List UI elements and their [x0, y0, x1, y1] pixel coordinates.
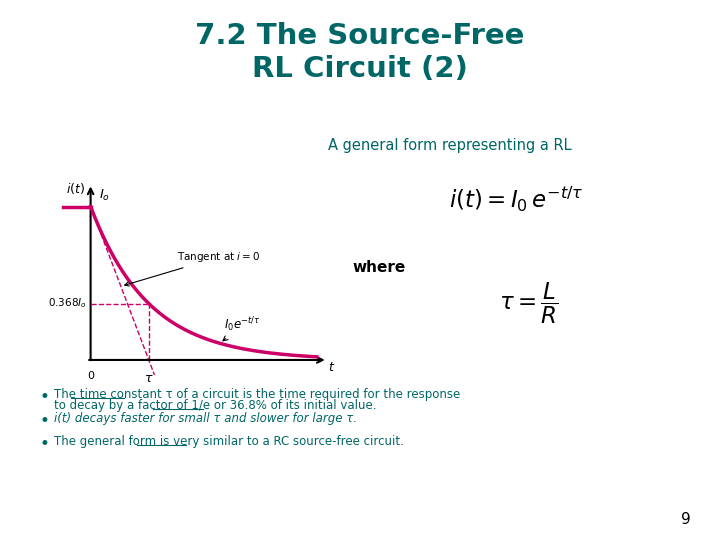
Text: •: •: [40, 388, 50, 406]
Text: •: •: [40, 412, 50, 430]
Text: 0: 0: [87, 370, 94, 381]
Text: $0.368I_o$: $0.368I_o$: [48, 296, 86, 310]
Text: i(t) decays faster for small τ and slower for large τ.: i(t) decays faster for small τ and slowe…: [54, 412, 357, 425]
Text: $I_0 e^{-t/\tau}$: $I_0 e^{-t/\tau}$: [223, 315, 261, 341]
Text: 9: 9: [681, 511, 691, 526]
Text: $i(t)$: $i(t)$: [66, 181, 85, 195]
Text: $I_o$: $I_o$: [99, 188, 110, 204]
Text: $i(t) = I_0\, e^{-t/\tau}$: $i(t) = I_0\, e^{-t/\tau}$: [449, 185, 584, 214]
Text: where: where: [353, 260, 406, 275]
Text: $t$: $t$: [328, 361, 336, 374]
Text: A general form representing a RL: A general form representing a RL: [328, 138, 572, 153]
Text: •: •: [40, 435, 50, 453]
Text: The general form is very similar to a RC source-free circuit.: The general form is very similar to a RC…: [54, 435, 404, 448]
Text: Tangent at $i = 0$: Tangent at $i = 0$: [125, 250, 260, 286]
Text: 7.2 The Source-Free
RL Circuit (2): 7.2 The Source-Free RL Circuit (2): [195, 22, 525, 83]
Text: $\tau = \dfrac{L}{R}$: $\tau = \dfrac{L}{R}$: [500, 281, 559, 326]
Text: The time constant τ of a circuit is the time required for the response: The time constant τ of a circuit is the …: [54, 388, 460, 401]
Text: $\tau$: $\tau$: [144, 372, 153, 385]
Text: to decay by a factor of 1/e or 36.8% of its initial value.: to decay by a factor of 1/e or 36.8% of …: [54, 399, 377, 412]
